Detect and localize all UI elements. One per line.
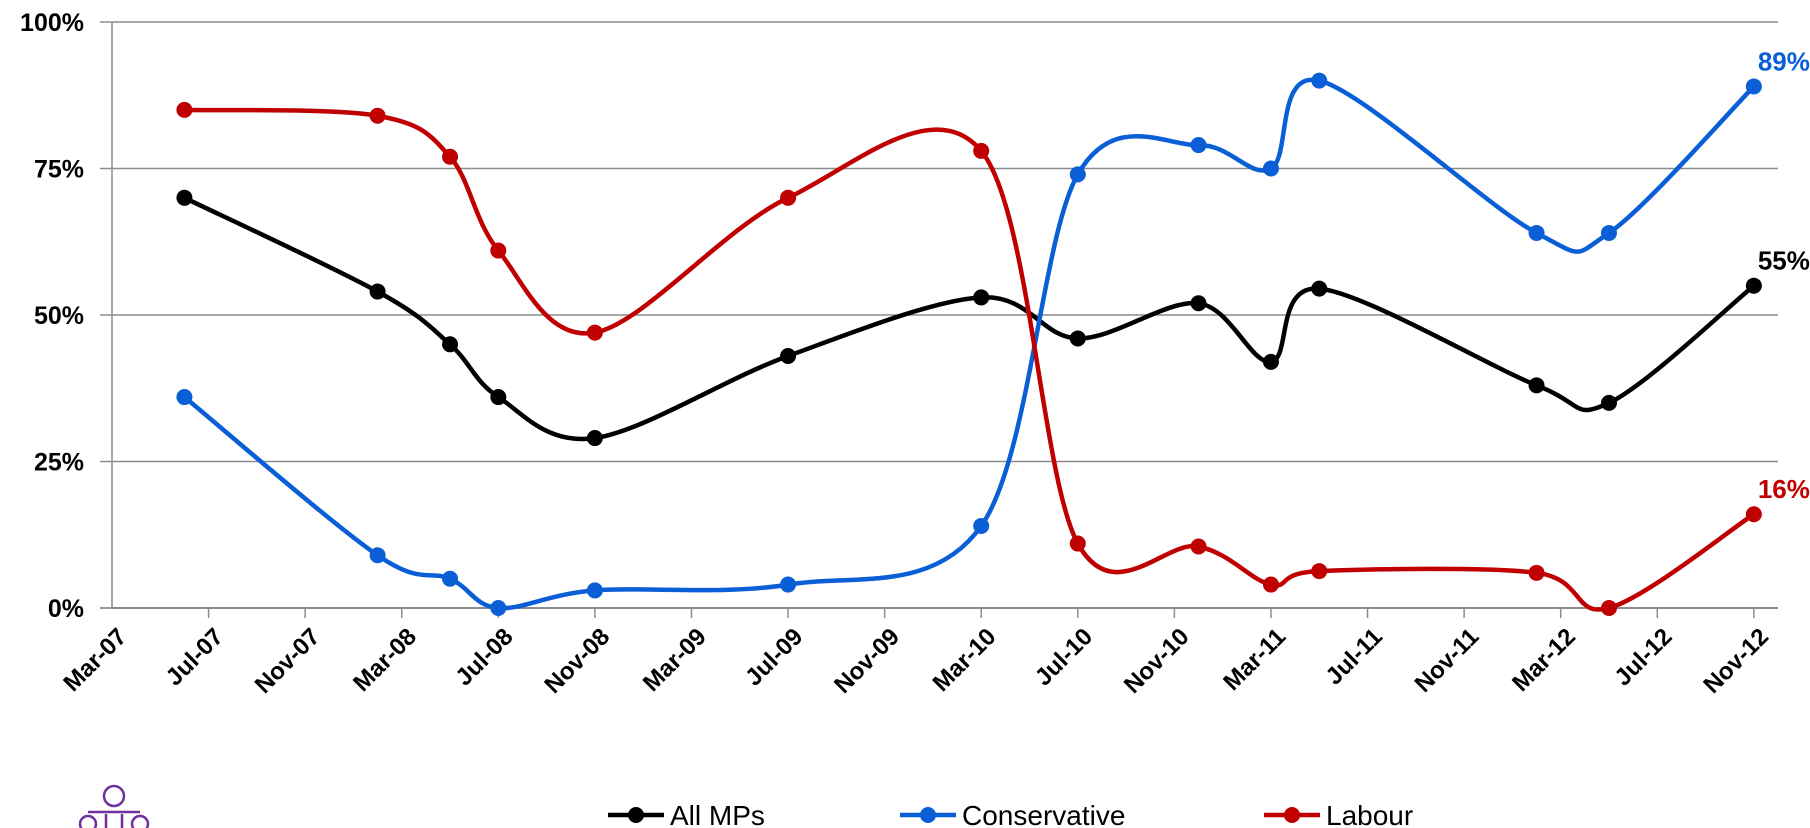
data-point — [1600, 600, 1617, 616]
data-point — [369, 547, 386, 564]
data-point — [1190, 137, 1207, 154]
data-point — [369, 283, 386, 300]
legend-marker — [920, 807, 936, 823]
data-point — [780, 348, 797, 365]
legend-item: All MPs — [608, 800, 765, 828]
data-point — [1262, 353, 1279, 370]
series-labour: 16% — [176, 101, 1810, 616]
legend-label: All MPs — [670, 800, 765, 828]
data-point — [1745, 78, 1762, 95]
x-tick-label: Mar-08 — [348, 623, 422, 697]
legend-item: Labour — [1264, 800, 1413, 828]
data-point — [1600, 224, 1617, 241]
series-line — [183, 195, 1756, 442]
data-point — [1311, 563, 1328, 580]
people-group-icon — [78, 784, 150, 828]
y-tick-label: 0% — [48, 595, 84, 623]
series-all-mps: 55% — [176, 189, 1810, 447]
x-tick-label: Mar-09 — [638, 623, 712, 697]
data-point — [1528, 377, 1545, 394]
data-point — [442, 336, 459, 353]
data-point — [176, 189, 193, 206]
data-point — [1262, 576, 1279, 593]
x-tick-label: Jul-10 — [1030, 623, 1098, 691]
x-tick-label: Nov-07 — [250, 623, 326, 699]
x-tick-label: Mar-12 — [1507, 623, 1581, 697]
y-tick-label: 100% — [20, 9, 84, 37]
series-line — [184, 107, 1756, 612]
series-group: 55% 89% 16% — [176, 46, 1810, 616]
legend-label: Labour — [1326, 800, 1413, 828]
y-tick-label: 50% — [34, 302, 84, 330]
data-point — [1069, 330, 1086, 347]
data-point — [586, 582, 603, 599]
data-point — [586, 430, 603, 447]
x-tick-label: Mar-10 — [928, 623, 1002, 697]
legend-label: Conservative — [962, 800, 1125, 828]
end-value-label: 89% — [1758, 46, 1810, 76]
legend-marker — [1284, 807, 1300, 823]
data-point — [490, 600, 507, 616]
data-point — [780, 576, 797, 593]
axes — [100, 21, 1778, 609]
data-point — [1600, 394, 1617, 411]
gridlines — [112, 21, 1778, 463]
data-point — [1311, 72, 1328, 89]
data-point — [1745, 277, 1762, 294]
x-tick-label: Nov-12 — [1698, 623, 1774, 699]
data-point — [442, 570, 459, 587]
x-tick-label: Jul-07 — [161, 623, 229, 691]
data-point — [1069, 166, 1086, 183]
data-point — [1190, 295, 1207, 312]
x-tick-label: Jul-11 — [1321, 623, 1388, 690]
data-point — [973, 517, 990, 534]
legend-item: Conservative — [900, 800, 1125, 828]
data-point — [176, 389, 193, 406]
legend-marker — [628, 807, 644, 823]
x-tick-label: Mar-11 — [1218, 623, 1291, 696]
x-tick-label: Nov-11 — [1410, 623, 1485, 698]
data-point — [973, 142, 990, 159]
x-tick-label: Nov-10 — [1119, 623, 1195, 699]
data-point — [442, 148, 459, 165]
data-point — [1190, 538, 1207, 555]
x-tick-label: Nov-09 — [829, 623, 905, 699]
data-point — [1528, 224, 1545, 241]
data-point — [973, 289, 990, 306]
series-conservative: 89% — [176, 46, 1810, 616]
data-point — [586, 324, 603, 341]
data-point — [1069, 535, 1086, 552]
series-line — [182, 77, 1756, 611]
x-tick-label: Jul-08 — [450, 623, 518, 691]
data-point — [1528, 564, 1545, 581]
data-point — [1311, 280, 1328, 297]
x-tick-label: Jul-09 — [740, 623, 808, 691]
data-point — [1262, 160, 1279, 177]
data-point — [490, 389, 507, 406]
data-point — [780, 189, 797, 206]
x-tick-label: Jul-12 — [1609, 623, 1677, 691]
y-tick-label: 75% — [34, 156, 84, 184]
data-point — [176, 101, 193, 118]
x-axis-ticks: Mar-07 Jul-07 Nov-07 Mar-08 Jul-08 Nov-08 Mar-… — [58, 608, 1774, 699]
data-point — [490, 242, 507, 259]
data-point — [1745, 506, 1762, 523]
legend: All MPs Conservative Labour — [608, 800, 1413, 828]
x-tick-label: Mar-07 — [58, 623, 132, 697]
data-point — [369, 107, 386, 124]
x-tick-label: Nov-08 — [539, 623, 615, 699]
y-tick-label: 25% — [34, 449, 84, 477]
end-value-label: 55% — [1758, 246, 1810, 276]
end-value-label: 16% — [1758, 474, 1810, 504]
y-axis-ticks: 0% 25% 50% 75% 100% — [20, 9, 84, 623]
